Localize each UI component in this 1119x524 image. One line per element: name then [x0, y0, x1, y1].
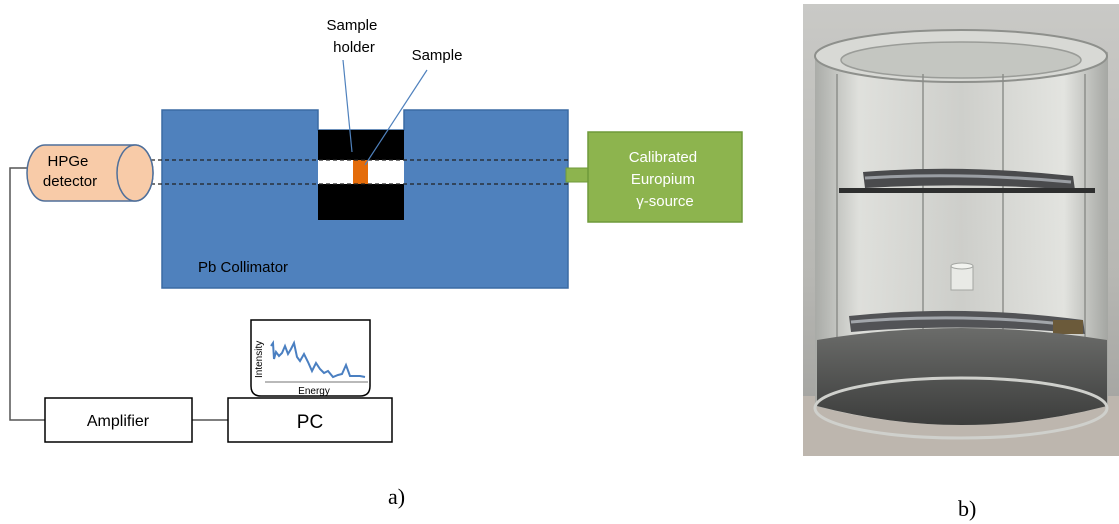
sample-holder-photo — [803, 4, 1119, 456]
source-connector — [565, 167, 589, 183]
amplifier-label: Amplifier — [87, 413, 150, 430]
europium-source — [587, 131, 743, 223]
caption-a: a) — [388, 484, 406, 509]
collimator-label: Pb Collimator — [198, 259, 288, 276]
spectrum-ylabel: Intensity — [254, 341, 265, 378]
sample-holder-pointer — [342, 59, 353, 153]
spectrum-xlabel: Energy — [298, 386, 330, 397]
spectrum-line — [270, 339, 366, 379]
sample — [353, 160, 368, 184]
sample-label: Sample — [412, 47, 463, 64]
caption-b: b) — [958, 496, 977, 521]
sample-pointer — [364, 69, 428, 166]
amplifier-box — [44, 397, 193, 443]
detector-label: HPGe detector — [43, 153, 97, 190]
hpge-detector — [26, 144, 154, 202]
source-label: Calibrated Europium γ-source — [629, 149, 702, 210]
pc-label: PC — [297, 412, 323, 433]
signal-wiring — [9, 167, 228, 421]
pc-box — [227, 397, 393, 443]
beam-path — [130, 159, 568, 185]
sample-holder — [318, 130, 404, 220]
sample-holder-label: Sample holder — [326, 17, 381, 56]
spectrum-monitor: Intensity Energy — [250, 319, 371, 397]
